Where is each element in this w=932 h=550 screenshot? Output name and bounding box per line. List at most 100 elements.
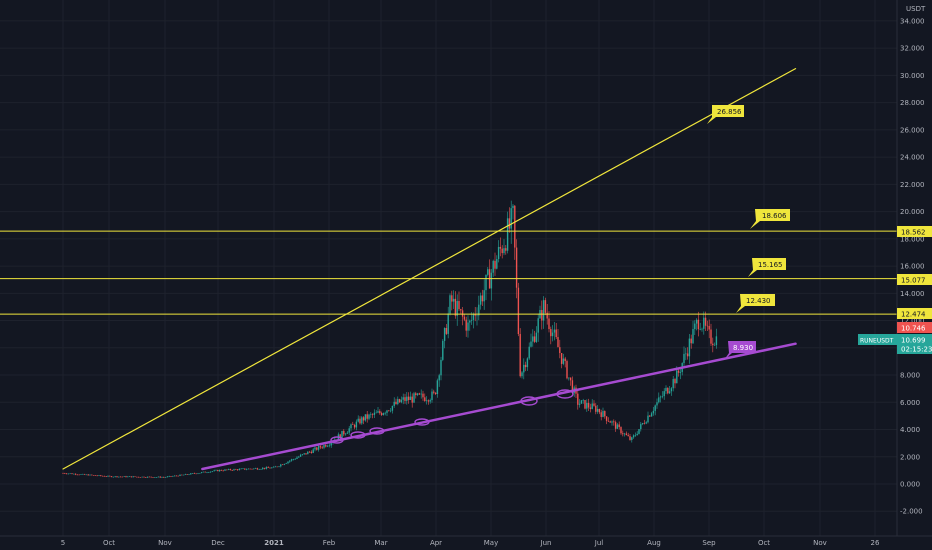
candle-body	[110, 476, 113, 478]
candle-body	[566, 361, 568, 379]
candle-body	[164, 477, 167, 478]
candle-body	[494, 260, 496, 269]
candle-body	[89, 474, 91, 476]
candle-body	[265, 467, 268, 469]
price-tick-label: 14.000	[900, 290, 925, 298]
candle-body	[213, 470, 215, 472]
candle-body	[470, 319, 473, 321]
candle-body	[708, 326, 710, 330]
candle-body	[557, 337, 559, 348]
candle-body	[503, 248, 505, 254]
candle-body	[533, 336, 536, 342]
horizontal-levels[interactable]	[0, 230, 897, 315]
candle-body	[377, 411, 379, 413]
touch-marker	[350, 431, 366, 439]
candle-body	[73, 473, 75, 475]
candle-body	[236, 469, 239, 471]
candle-body	[251, 468, 253, 470]
candle-body	[150, 476, 152, 478]
candle-body	[695, 319, 698, 324]
svg-text:12.474: 12.474	[901, 311, 926, 319]
time-tick-label: Aug	[647, 539, 661, 547]
candle-body	[177, 475, 179, 477]
candle-body	[226, 469, 228, 471]
candle-body	[676, 370, 678, 384]
candle-body	[586, 402, 588, 409]
candle-body	[631, 437, 633, 440]
candle-body	[262, 467, 264, 470]
candle-body	[463, 316, 466, 320]
candle-body	[420, 393, 422, 395]
candle-body	[677, 370, 680, 373]
candle-body	[649, 415, 651, 417]
candle-body	[433, 391, 435, 393]
callout-upper-trend[interactable]: 26.856	[707, 105, 744, 124]
candle-body	[544, 300, 547, 313]
price-axis[interactable]	[897, 0, 932, 536]
candle-body	[240, 468, 242, 470]
candle-body	[92, 475, 95, 476]
candle-body	[103, 476, 106, 477]
candle-body	[132, 476, 134, 478]
svg-text:12.430: 12.430	[746, 297, 771, 305]
candle-body	[665, 387, 667, 392]
candle-body	[143, 476, 145, 478]
time-tick-label: Feb	[323, 539, 336, 547]
candle-body	[625, 433, 628, 436]
candle-body	[465, 319, 467, 331]
callout-level-18[interactable]: 18.606	[750, 209, 790, 229]
candle-body	[456, 301, 458, 316]
candle-body	[163, 477, 165, 478]
candle-body	[87, 474, 89, 476]
candle-body	[173, 475, 176, 477]
candle-body	[382, 413, 385, 415]
candle-body	[191, 473, 194, 474]
support-touch-markers	[330, 389, 574, 444]
candle-body	[692, 329, 694, 344]
time-tick-label: Oct	[103, 539, 115, 547]
candle-body	[168, 476, 170, 477]
price-tick-label: 28.000	[900, 99, 925, 107]
candle-body	[535, 332, 538, 342]
candlestick-series[interactable]	[62, 200, 718, 478]
candle-body	[587, 402, 590, 408]
candle-body	[528, 346, 530, 359]
candle-body	[409, 396, 412, 401]
candle-body	[654, 405, 656, 411]
candle-body	[85, 474, 88, 476]
candle-body	[512, 205, 514, 209]
candle-body	[155, 477, 158, 478]
candle-body	[362, 417, 365, 421]
candle-body	[308, 451, 311, 453]
svg-text:10.746: 10.746	[901, 325, 926, 333]
time-tick-label: 2021	[264, 539, 284, 547]
trendlines[interactable]	[62, 67, 797, 471]
candle-body	[348, 428, 350, 433]
callout-support[interactable]: 8.930	[724, 341, 756, 360]
candle-body	[506, 218, 509, 251]
candle-body	[184, 474, 187, 475]
candle-body	[404, 397, 406, 401]
candle-body	[280, 464, 282, 467]
candle-body	[136, 476, 138, 478]
candle-body	[231, 470, 233, 471]
candle-body	[407, 396, 410, 401]
touch-marker	[369, 427, 385, 435]
candle-body	[596, 409, 599, 412]
time-tick-label: Sep	[702, 539, 716, 547]
candle-body	[645, 422, 647, 424]
callout-level-15[interactable]: 15.165	[748, 258, 786, 277]
candle-body	[118, 476, 120, 478]
candle-body	[296, 457, 298, 459]
candle-body	[188, 474, 190, 476]
candle-body	[623, 433, 626, 435]
candle-body	[172, 476, 174, 477]
candle-body	[434, 392, 437, 395]
price-tick-label: 20.000	[900, 208, 925, 216]
candle-body	[422, 393, 424, 398]
callout-level-12[interactable]: 12.430	[736, 294, 775, 313]
candle-body	[593, 403, 595, 406]
candle-body	[402, 397, 404, 400]
candle-body	[346, 432, 349, 434]
